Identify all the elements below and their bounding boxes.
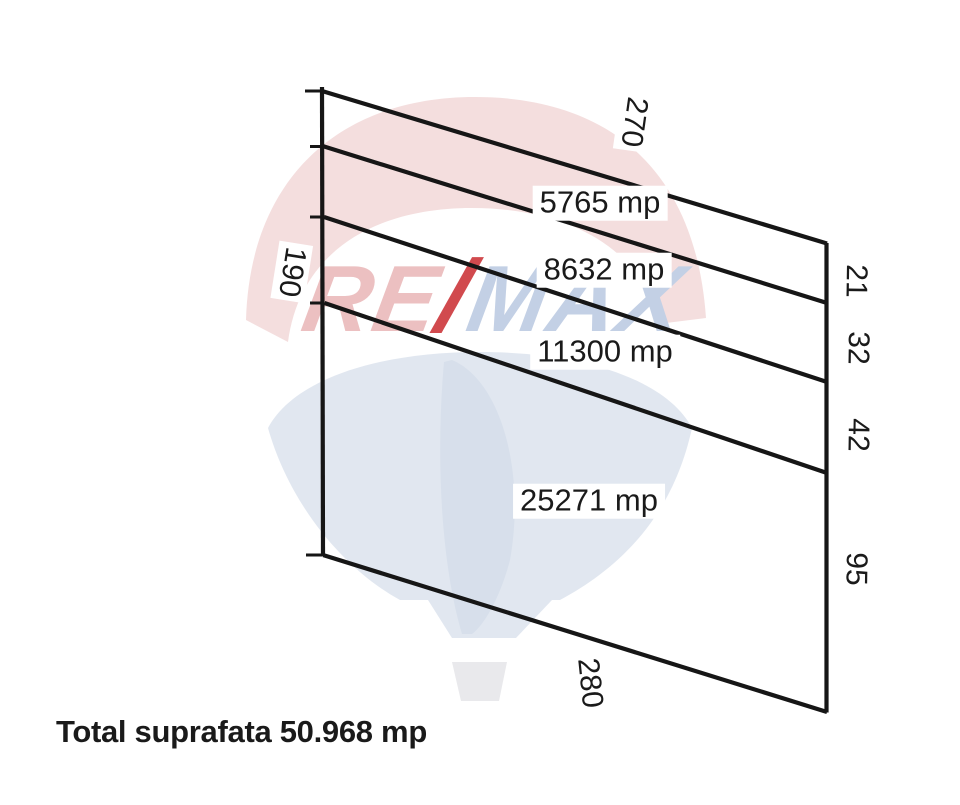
divider-2 [323, 215, 828, 384]
divider-1 [321, 143, 828, 306]
dim-label-right-3: 42 [840, 414, 876, 456]
parcel-area-label-1: 5765 mp [532, 185, 668, 221]
parcel-area-label-2: 8632 mp [536, 252, 672, 288]
balloon-shade [440, 360, 515, 634]
balloon-basket-icon [452, 662, 507, 701]
divider-3 [323, 301, 828, 475]
balloon-skirt-icon [428, 600, 552, 638]
dim-label-bottom: 280 [570, 652, 610, 714]
dim-label-right-4: 95 [838, 548, 874, 590]
parcel-area-label-4: 25271 mp [513, 483, 665, 519]
dim-label-right-1: 21 [838, 260, 874, 302]
boundary-left [319, 86, 326, 557]
total-area-label: Total suprafata 50.968 mp [56, 714, 427, 749]
boundary-top [321, 88, 828, 246]
balloon-bottom-icon [268, 352, 692, 600]
dim-label-right-2: 32 [840, 327, 876, 369]
boundary-bottom [322, 552, 828, 715]
parcel-area-label-3: 11300 mp [530, 334, 680, 370]
